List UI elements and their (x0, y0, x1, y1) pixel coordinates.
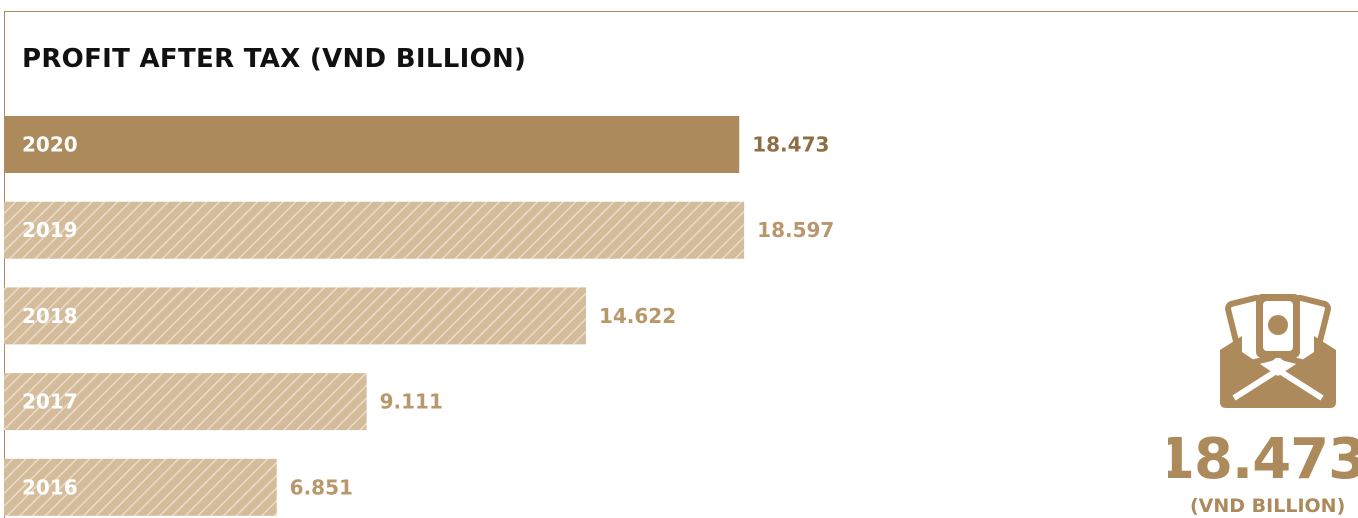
bar-value-label: 18.473 (752, 133, 829, 157)
bar-category-label: 2018 (22, 304, 78, 328)
bar-2020 (4, 116, 740, 173)
highlight-unit: (VND BILLION) (1190, 495, 1346, 517)
bar-2016 (4, 458, 277, 516)
bar-category-label: 2016 (22, 475, 78, 499)
highlight-value: 18.473 (1168, 427, 1358, 492)
highlight-panel: 18.473 (VND BILLION) (1168, 292, 1358, 518)
bar-category-label: 2020 (22, 133, 78, 157)
bar-value-label: 6.851 (290, 475, 353, 499)
chart-title: PROFIT AFTER TAX (VND BILLION) (22, 44, 527, 74)
chart-frame (4, 11, 1358, 518)
bar-2019 (4, 201, 745, 259)
bar-2018 (4, 287, 586, 345)
bar-category-label: 2019 (22, 218, 78, 242)
bar-value-label: 18.597 (757, 218, 834, 242)
bar-value-label: 14.622 (599, 304, 676, 328)
bar-category-label: 2017 (22, 390, 78, 414)
bar-value-label: 9.111 (380, 390, 443, 414)
money-envelope-icon (1216, 292, 1340, 410)
bar-2017 (4, 373, 367, 431)
